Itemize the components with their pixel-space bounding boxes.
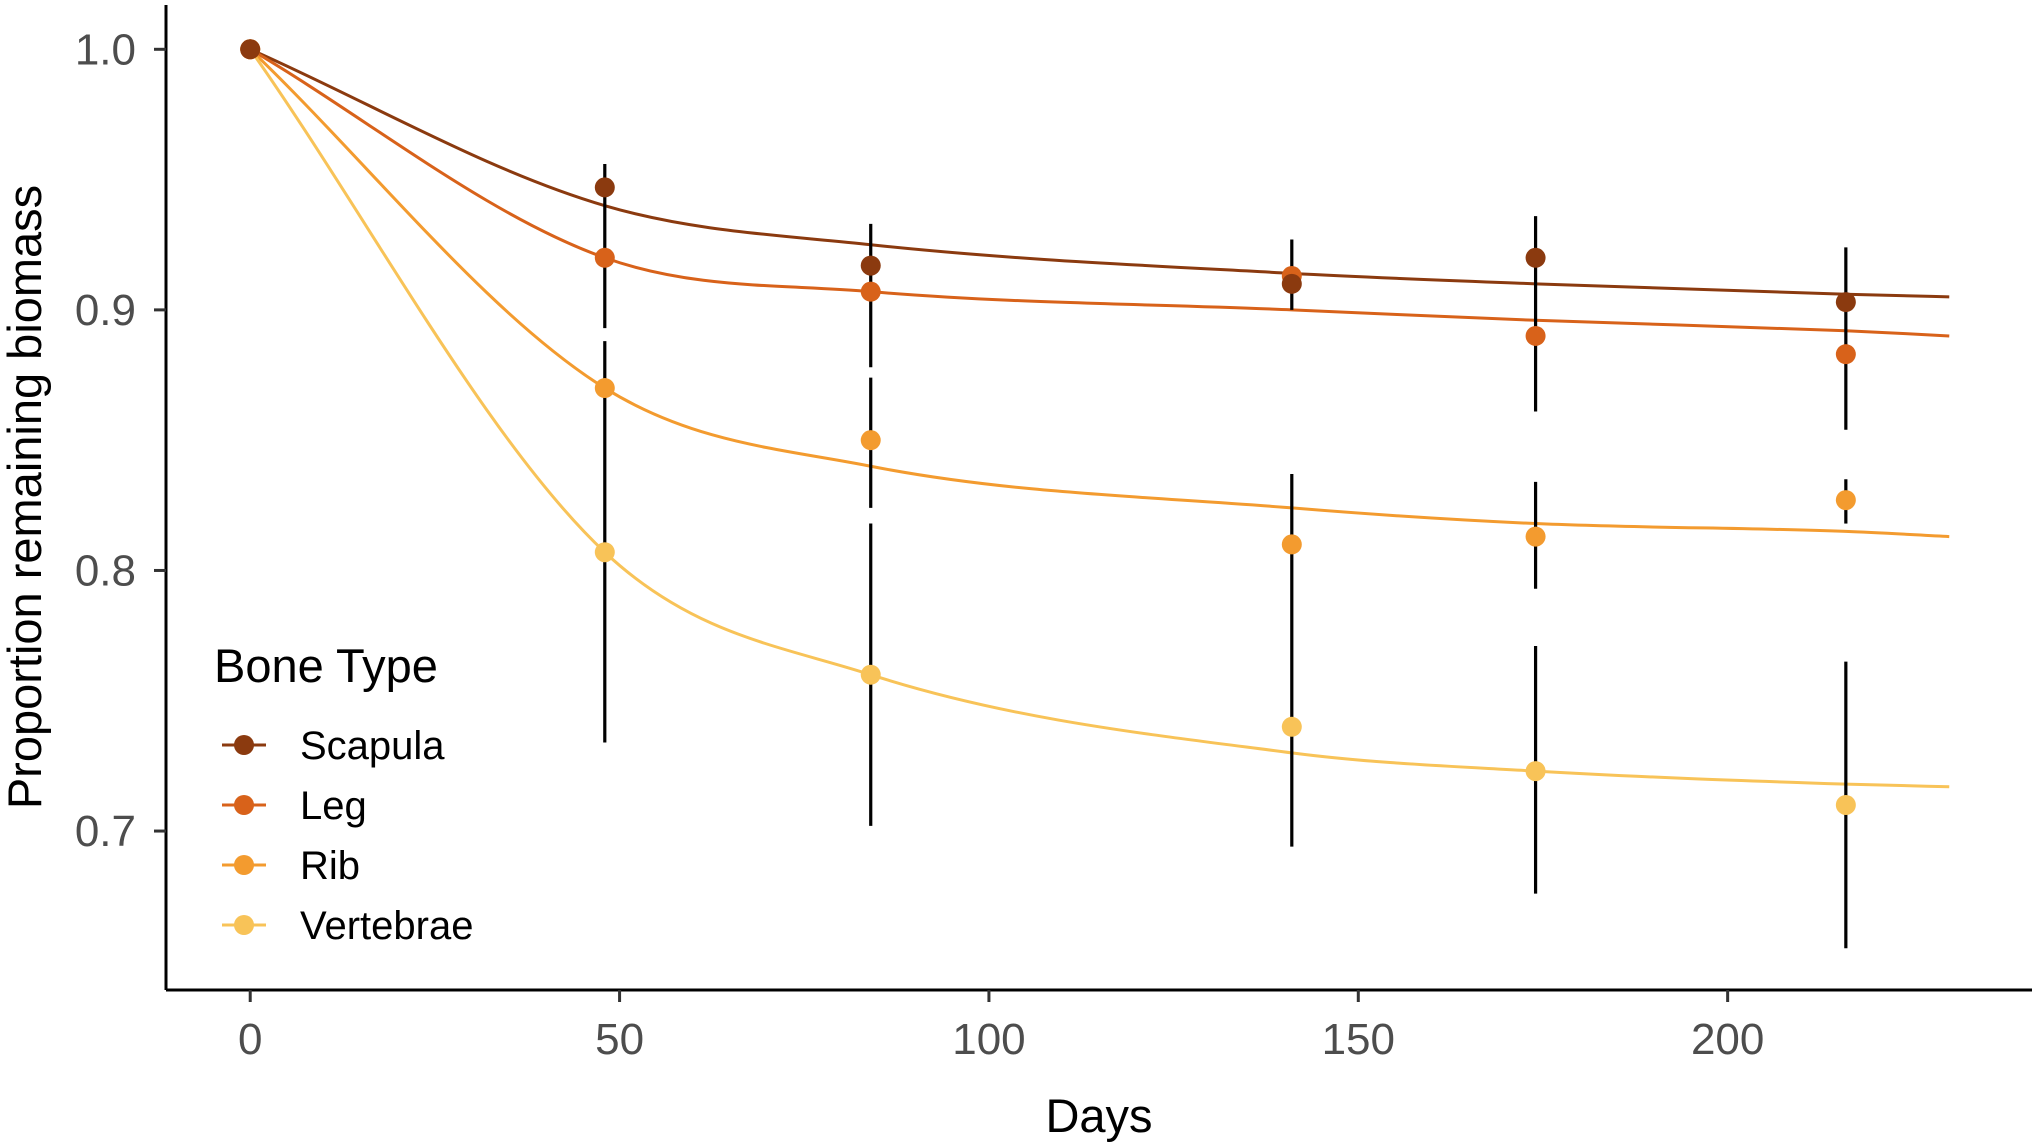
y-ticks: 0.7 0.8 0.9 1.0 bbox=[75, 25, 166, 856]
fit-line-rib bbox=[249, 48, 1950, 539]
point-leg-day-84 bbox=[860, 281, 881, 302]
legend-key-point-leg bbox=[234, 795, 254, 815]
point-scapula-day-48 bbox=[594, 177, 615, 198]
fit-line-scapula bbox=[249, 47, 1950, 299]
point-scapula-day-84 bbox=[860, 255, 881, 276]
point-leg-day-174 bbox=[1525, 325, 1546, 346]
point-vertebrae-day-141 bbox=[1281, 716, 1302, 737]
point-rib-day-84 bbox=[860, 430, 881, 451]
point-rib-day-216 bbox=[1835, 490, 1856, 511]
x-tick-label-50: 50 bbox=[595, 1015, 644, 1064]
legend-key-point-scapula bbox=[234, 735, 254, 755]
x-tick-label-0: 0 bbox=[238, 1015, 262, 1064]
legend-key-point-rib bbox=[234, 855, 254, 875]
fit-lines bbox=[248, 47, 1950, 789]
y-axis-title: Proportion remaining biomass bbox=[0, 185, 51, 809]
axes bbox=[164, 5, 2032, 992]
point-leg-day-48 bbox=[594, 247, 615, 268]
point-scapula-day-141 bbox=[1281, 273, 1302, 294]
y-tick-label-0.9: 0.9 bbox=[75, 286, 136, 335]
error-bars bbox=[603, 163, 1848, 949]
point-vertebrae-day-216 bbox=[1835, 794, 1856, 815]
data-points bbox=[240, 39, 1856, 815]
fit-line-leg bbox=[249, 48, 1950, 338]
point-rib-day-141 bbox=[1281, 534, 1302, 555]
x-tick-label-200: 200 bbox=[1691, 1015, 1764, 1064]
point-rib-day-174 bbox=[1525, 526, 1546, 547]
y-tick-label-0.7: 0.7 bbox=[75, 807, 136, 856]
point-scapula-day-216 bbox=[1835, 292, 1856, 313]
legend-label-leg: Leg bbox=[300, 784, 367, 828]
x-ticks: 0 50 100 150 200 bbox=[238, 990, 1764, 1064]
x-axis-title: Days bbox=[1045, 1089, 1152, 1142]
point-scapula-day-174 bbox=[1525, 247, 1546, 268]
point-vertebrae-day-174 bbox=[1525, 761, 1546, 782]
legend-key-point-vertebrae bbox=[234, 915, 254, 935]
legend: Bone Type Scapula Leg Rib Vertebrae bbox=[214, 639, 473, 948]
point-rib-day-48 bbox=[594, 378, 615, 399]
legend-label-scapula: Scapula bbox=[300, 724, 445, 768]
point-leg-day-216 bbox=[1835, 344, 1856, 365]
y-tick-label-0.8: 0.8 bbox=[75, 546, 136, 595]
x-tick-label-150: 150 bbox=[1322, 1015, 1395, 1064]
point-vertebrae-day-84 bbox=[860, 664, 881, 685]
legend-items: Scapula Leg Rib Vertebrae bbox=[222, 724, 473, 948]
legend-title: Bone Type bbox=[214, 639, 438, 692]
x-tick-label-100: 100 bbox=[952, 1015, 1025, 1064]
y-tick-label-1: 1.0 bbox=[75, 25, 136, 74]
fit-line-vertebrae bbox=[248, 48, 1950, 789]
legend-label-vertebrae: Vertebrae bbox=[300, 904, 473, 948]
point-scapula-day-0 bbox=[240, 39, 261, 60]
point-vertebrae-day-48 bbox=[594, 542, 615, 563]
legend-label-rib: Rib bbox=[300, 844, 360, 888]
